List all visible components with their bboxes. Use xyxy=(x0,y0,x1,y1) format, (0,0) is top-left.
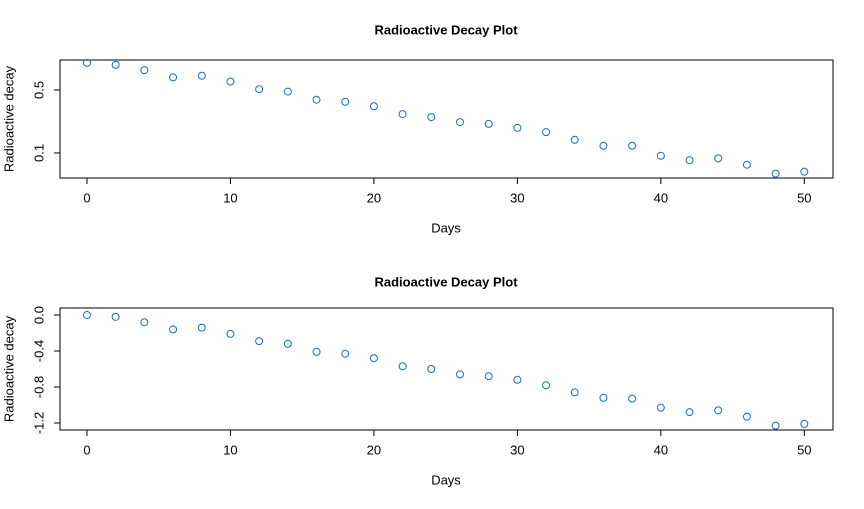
plot-frame xyxy=(59,59,834,179)
data-point xyxy=(82,58,91,67)
x-tick-label: 0 xyxy=(83,442,90,457)
data-point xyxy=(169,325,178,334)
x-tick-label: 0 xyxy=(83,190,90,205)
data-point xyxy=(427,365,436,373)
y-axis-label: Radioactive decay xyxy=(1,65,16,172)
plot-frame xyxy=(59,307,834,431)
data-point xyxy=(398,362,407,371)
data-point xyxy=(140,66,149,75)
data-point xyxy=(111,60,120,69)
x-tick-label: 50 xyxy=(797,442,811,457)
chart-title: Radioactive Decay Plot xyxy=(374,22,518,37)
data-point xyxy=(455,118,464,127)
data-point xyxy=(542,381,551,390)
data-point xyxy=(369,354,378,363)
data-point xyxy=(341,349,350,358)
x-tick-label: 30 xyxy=(510,190,524,205)
data-point xyxy=(513,123,522,132)
data-point xyxy=(369,102,378,111)
data-point xyxy=(484,372,493,381)
y-tick-label: -0.4 xyxy=(31,340,46,362)
x-tick-label: 20 xyxy=(367,190,381,205)
y-tick-label: 0.0 xyxy=(31,306,46,324)
data-point xyxy=(255,85,264,94)
data-point xyxy=(312,347,321,356)
y-axis-label: Radioactive decay xyxy=(1,315,16,422)
data-point xyxy=(628,141,637,150)
data-point xyxy=(742,412,751,421)
x-tick-label: 30 xyxy=(510,442,524,457)
data-point xyxy=(312,95,321,104)
data-point xyxy=(542,128,551,137)
data-point xyxy=(771,421,780,430)
x-tick-label: 50 xyxy=(797,190,811,205)
data-point xyxy=(714,406,723,415)
y-tick-label: 0.5 xyxy=(31,81,46,99)
data-point xyxy=(169,73,178,82)
data-point xyxy=(140,318,149,327)
data-point xyxy=(255,337,264,346)
y-tick-label: 0.1 xyxy=(31,144,46,162)
y-tick-label: -0.8 xyxy=(31,376,46,398)
data-point xyxy=(656,151,665,160)
data-point xyxy=(226,77,235,86)
data-point xyxy=(197,71,206,80)
data-point xyxy=(82,311,91,320)
data-point xyxy=(656,403,665,412)
data-point xyxy=(197,323,206,332)
data-point xyxy=(800,167,809,176)
data-point xyxy=(628,394,637,403)
x-axis-label: Days xyxy=(431,220,461,235)
chart-title: Radioactive Decay Plot xyxy=(374,274,518,289)
data-point xyxy=(398,110,407,119)
data-point xyxy=(111,312,120,321)
data-point xyxy=(484,119,493,128)
data-point xyxy=(742,160,751,169)
data-point xyxy=(283,339,292,348)
x-tick-label: 10 xyxy=(223,190,237,205)
data-point xyxy=(513,375,522,384)
x-tick-label: 10 xyxy=(223,442,237,457)
x-axis-label: Days xyxy=(431,472,461,487)
data-point xyxy=(685,408,694,417)
data-point xyxy=(570,135,579,144)
x-tick-label: 40 xyxy=(654,442,668,457)
y-tick-label: -1.2 xyxy=(31,412,46,434)
data-point xyxy=(283,87,292,96)
data-point xyxy=(455,370,464,379)
x-tick-label: 40 xyxy=(654,190,668,205)
data-point xyxy=(599,393,608,402)
data-point xyxy=(341,97,350,106)
data-point xyxy=(599,141,608,150)
data-point xyxy=(771,169,780,178)
x-tick-label: 20 xyxy=(367,442,381,457)
data-point xyxy=(226,329,235,338)
data-point xyxy=(685,156,694,165)
data-point xyxy=(427,113,436,122)
data-point xyxy=(800,419,809,428)
data-point xyxy=(714,154,723,163)
data-point xyxy=(570,388,579,397)
